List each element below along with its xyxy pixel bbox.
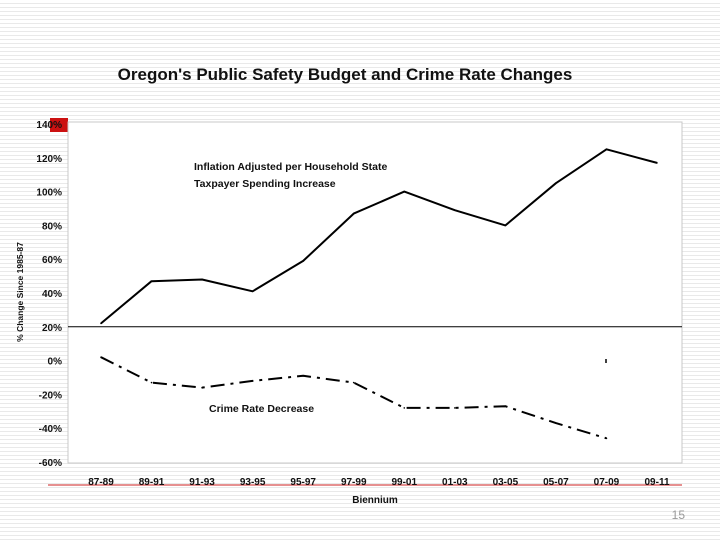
x-tick-label: 97-99: [341, 477, 367, 488]
y-tick-label: 60%: [42, 255, 62, 266]
spending-point: [605, 148, 608, 151]
crime-point: [251, 380, 254, 382]
crime-point: [100, 356, 102, 359]
crime-point: [403, 407, 406, 409]
x-axis-label: Biennium: [352, 495, 398, 506]
y-tick-label: -40%: [39, 424, 62, 435]
spending-point: [454, 209, 456, 211]
crime-point: [555, 422, 557, 424]
plot-frame: [67, 121, 683, 464]
crime-series-line: [100, 356, 607, 440]
crime-point: [302, 375, 304, 377]
page-number: 15: [671, 508, 685, 522]
x-tick-label: 05-07: [543, 477, 569, 488]
x-tick-label: 03-05: [493, 477, 519, 488]
crime-point: [454, 407, 456, 409]
y-tick-label: 40%: [42, 289, 62, 300]
x-tick-label: 07-09: [594, 477, 620, 488]
crime-point: [150, 381, 153, 384]
spending-series-line: [100, 148, 658, 325]
crime-series-label: Crime Rate Decrease: [209, 403, 314, 415]
x-tick-label: 91-93: [189, 477, 215, 488]
x-tick-label: 09-11: [644, 477, 669, 488]
spending-point: [251, 290, 254, 293]
spending-point: [150, 280, 153, 282]
spending-series-label: Inflation Adjusted per Household State T…: [194, 161, 390, 190]
spending-point: [403, 190, 406, 193]
spending-point: [100, 322, 102, 325]
spending-point: [302, 260, 304, 262]
x-tick-label: 93-95: [240, 477, 266, 488]
chart-title: Oregon's Public Safety Budget and Crime …: [117, 65, 573, 84]
crime-point: [504, 405, 507, 408]
x-axis-ticks: 87-89 89-91 91-93 93-95 95-97 97-99 99-01 01-03…: [88, 477, 670, 488]
spending-point: [504, 224, 507, 227]
y-tick-label: 120%: [36, 154, 62, 165]
crime-point: [352, 381, 355, 384]
spending-point: [352, 212, 355, 215]
x-tick-label: 01-03: [442, 477, 468, 488]
series-group: [100, 148, 658, 440]
x-tick-label: 87-89: [88, 477, 114, 488]
spending-label-line-2: Taxpayer Spending Increase: [194, 178, 336, 190]
y-tick-label: 100%: [36, 188, 62, 199]
crime-point: [605, 437, 608, 440]
red-accent-bar: [50, 118, 68, 132]
spending-point: [656, 162, 658, 164]
x-tick-label: 99-01: [391, 477, 417, 488]
y-tick-label: -20%: [39, 390, 62, 401]
spending-label-line-1: Inflation Adjusted per Household State: [194, 161, 387, 173]
y-tick-label: 20%: [42, 323, 62, 334]
y-tick-label: 0%: [48, 357, 63, 368]
spending-point: [555, 182, 557, 184]
y-tick-label: 140%: [36, 120, 62, 131]
y-axis-label: % Change Since 1985-87: [15, 242, 25, 342]
x-tick-label: 95-97: [290, 477, 316, 488]
y-tick-label: 80%: [42, 221, 62, 232]
spending-point: [201, 278, 203, 281]
crime-point: [201, 386, 203, 389]
y-tick-label: -60%: [39, 458, 62, 469]
x-tick-label: 89-91: [139, 477, 165, 488]
y-axis-ticks: 140% 120% 100% 80% 60% 40% 20% 0% -20% -40% -60%: [36, 120, 62, 469]
